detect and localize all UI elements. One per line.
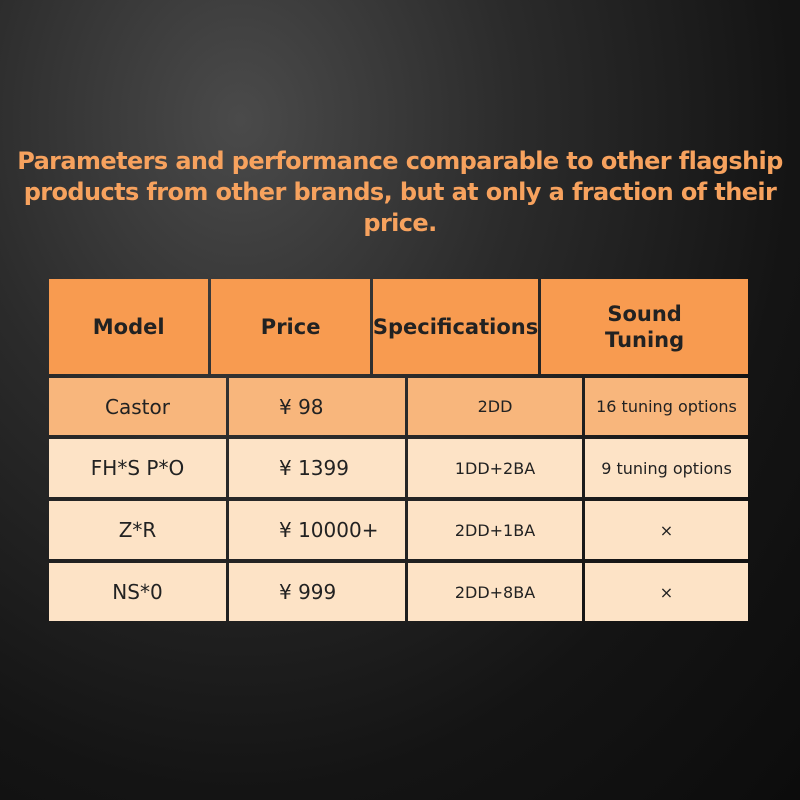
table-cell: Castor xyxy=(49,378,226,435)
column-header: Specifications xyxy=(372,279,539,374)
table-cell: ¥ 10000+ xyxy=(229,501,405,559)
table-cell: NS*0 xyxy=(49,563,226,621)
table-cell: 2DD+8BA xyxy=(408,563,582,621)
table-row: NS*0 ¥ 999 2DD+8BA × xyxy=(49,563,748,621)
table-cell: 16 tuning options xyxy=(585,378,748,435)
table-row: Castor ¥ 98 2DD 16 tuning options xyxy=(49,378,748,435)
column-header: Model xyxy=(49,279,209,374)
headline: Parameters and performance comparable to… xyxy=(0,146,800,239)
table-cell: 1DD+2BA xyxy=(408,439,582,497)
table-row: Z*R ¥ 10000+ 2DD+1BA × xyxy=(49,501,748,559)
table-cell: FH*S P*O xyxy=(49,439,226,497)
headline-line: Parameters and performance comparable to… xyxy=(17,147,783,175)
table-cell: 9 tuning options xyxy=(585,439,748,497)
table-cell: × xyxy=(585,501,748,559)
table-cell: ¥ 999 xyxy=(229,563,405,621)
table-row: FH*S P*O ¥ 1399 1DD+2BA 9 tuning options xyxy=(49,439,748,497)
table-cell: Z*R xyxy=(49,501,226,559)
table-cell: 2DD+1BA xyxy=(408,501,582,559)
table-cell: × xyxy=(585,563,748,621)
header-row: Model Price Specifications Sound Tuning xyxy=(49,279,748,374)
headline-line: products from other brands, but at only … xyxy=(23,178,777,237)
column-header: Price xyxy=(211,279,370,374)
comparison-table: Model Price Specifications Sound Tuning Cast… xyxy=(49,279,748,625)
table-cell: ¥ 98 xyxy=(229,378,405,435)
table-cell: 2DD xyxy=(408,378,582,435)
table-cell: ¥ 1399 xyxy=(229,439,405,497)
column-header: Sound Tuning xyxy=(541,279,748,374)
